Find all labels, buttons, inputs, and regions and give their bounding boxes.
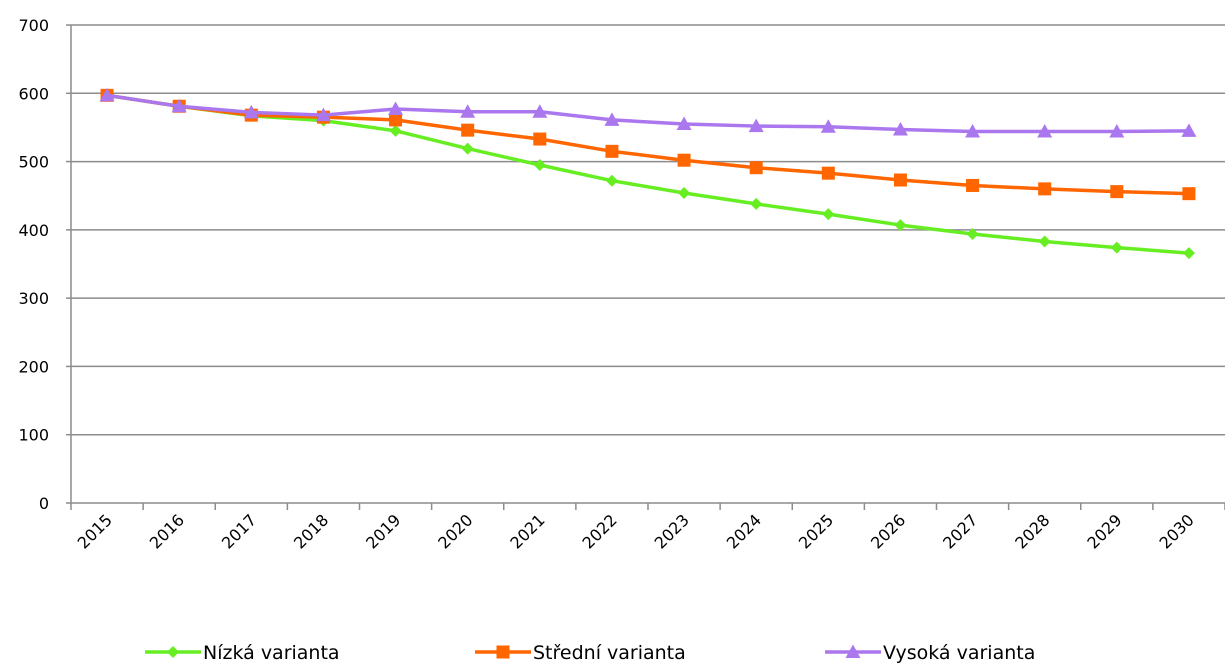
x-tick-label: 2027 [939, 510, 981, 552]
series-line [106, 93, 1189, 134]
x-tick-label: 2025 [795, 510, 837, 552]
x-tick-label: 2020 [434, 510, 476, 552]
data-point [1181, 123, 1197, 137]
legend-item-2: Vysoká varianta [825, 642, 1035, 664]
data-point [892, 121, 908, 136]
data-point [676, 116, 692, 131]
x-tick-label: 2018 [290, 510, 332, 552]
data-point [533, 158, 546, 171]
y-tick-label: 700 [18, 16, 49, 35]
data-point [1109, 124, 1125, 138]
gridlines [71, 24, 1225, 436]
legend: Nízká varianta Střední varianta Vysoká var… [145, 642, 1035, 664]
legend-swatch-marker [845, 644, 861, 658]
x-tick-label: 2019 [362, 510, 404, 552]
data-point [388, 101, 404, 115]
data-point [532, 104, 548, 118]
data-point [1038, 182, 1052, 196]
y-tick-label: 500 [18, 153, 49, 172]
series-layer [99, 87, 1197, 260]
data-point [243, 104, 259, 119]
legend-swatch-marker [496, 645, 510, 659]
series-line [106, 93, 1189, 196]
data-point [461, 142, 474, 155]
axes: 0 100 200 300 400 500 600 700 2015 2016 2017 2018 20… [18, 16, 1225, 553]
x-tick-label: 2024 [723, 510, 765, 552]
legend-item-1: Střední varianta [475, 642, 686, 664]
x-tick-label: 2026 [867, 510, 909, 552]
legend-label: Nízká varianta [203, 642, 340, 664]
y-tick-label: 300 [18, 289, 49, 308]
x-tick-label: 2017 [218, 510, 260, 552]
y-tick-label: 600 [18, 84, 49, 103]
data-point [820, 119, 836, 133]
y-tick-label: 400 [18, 221, 49, 240]
data-point [604, 112, 620, 126]
data-point [1037, 124, 1053, 138]
data-point [894, 219, 907, 232]
x-tick-label: 2028 [1011, 510, 1053, 552]
y-tick-label: 200 [18, 357, 49, 376]
data-point [605, 144, 619, 158]
data-point [1182, 187, 1196, 201]
data-point [893, 173, 907, 187]
x-tick-label: 2015 [74, 510, 116, 552]
data-point [533, 132, 547, 146]
x-tick-label: 2021 [506, 510, 548, 552]
series-1 [100, 88, 1196, 201]
data-point [315, 107, 331, 122]
series-line [106, 93, 1190, 255]
data-point [750, 197, 763, 210]
data-point [1182, 247, 1195, 260]
data-point [99, 87, 115, 102]
data-point [822, 208, 835, 221]
x-tick-label: 2029 [1083, 510, 1125, 552]
data-point [966, 178, 980, 192]
y-tick-label: 100 [18, 426, 49, 445]
series-2 [99, 87, 1197, 138]
data-point [1110, 185, 1124, 199]
data-point [460, 104, 476, 118]
data-point [678, 186, 691, 199]
legend-item-0: Nízká varianta [145, 642, 340, 664]
data-point [389, 124, 402, 137]
legend-label: Vysoká varianta [883, 642, 1035, 664]
data-point [749, 161, 763, 175]
data-point [171, 98, 187, 113]
data-point [965, 124, 981, 138]
y-tick-label: 0 [39, 494, 49, 513]
data-point [821, 166, 835, 180]
data-point [1110, 241, 1123, 254]
legend-label: Střední varianta [533, 642, 686, 664]
data-point [605, 174, 618, 187]
x-tick-label: 2016 [146, 510, 188, 552]
legend-swatch-marker [167, 646, 179, 658]
x-tick-label: 2022 [579, 510, 621, 552]
data-point [677, 153, 691, 167]
data-point [1038, 235, 1051, 248]
data-point [389, 113, 403, 127]
x-tick-label: 2023 [651, 510, 693, 552]
data-point [966, 227, 979, 240]
x-tick-label: 2030 [1156, 510, 1198, 552]
data-point [461, 123, 475, 137]
data-point [748, 118, 764, 133]
